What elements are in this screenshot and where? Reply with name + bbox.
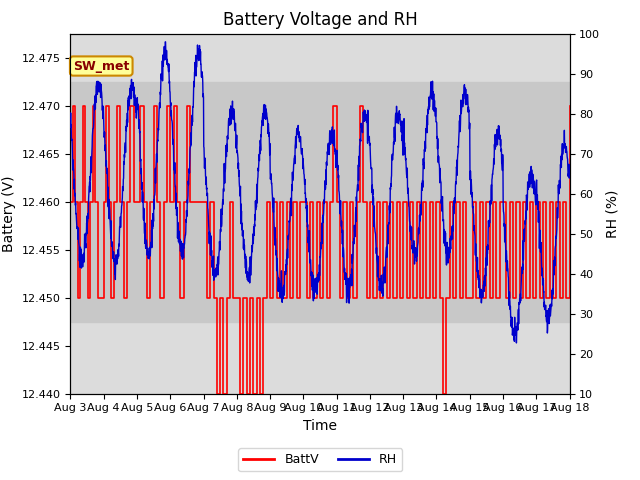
Legend: BattV, RH: BattV, RH <box>238 448 402 471</box>
Bar <box>70 82 570 322</box>
Text: SW_met: SW_met <box>73 60 129 72</box>
Title: Battery Voltage and RH: Battery Voltage and RH <box>223 11 417 29</box>
X-axis label: Time: Time <box>303 419 337 433</box>
Y-axis label: Battery (V): Battery (V) <box>2 175 16 252</box>
Y-axis label: RH (%): RH (%) <box>606 190 620 238</box>
